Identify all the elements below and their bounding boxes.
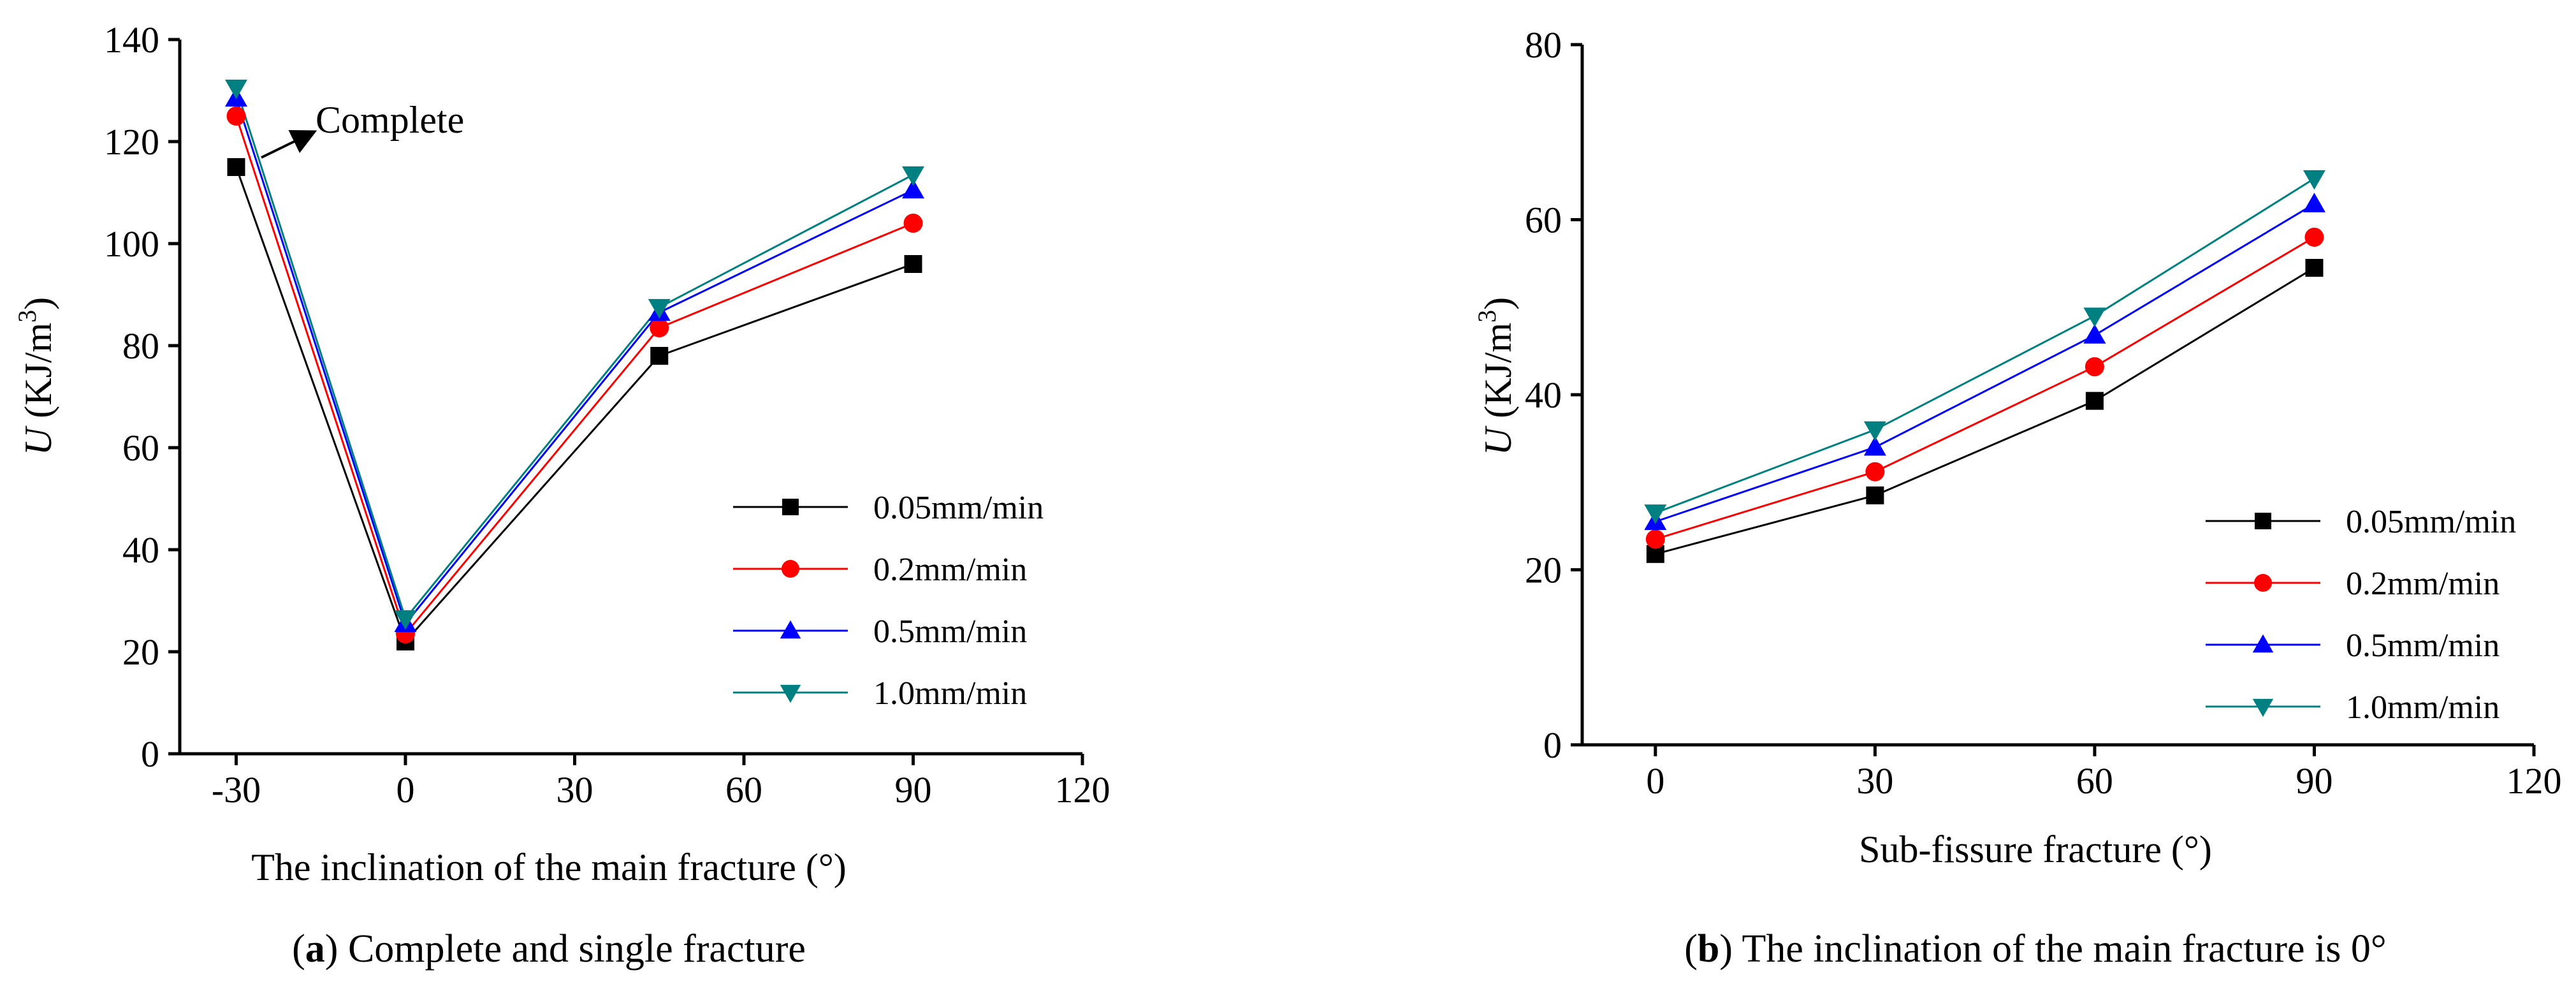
legend-label-0.2mm/min: 0.2mm/min: [873, 552, 1027, 588]
data-point-0.5mm/min-90: [902, 179, 924, 199]
legend: 0.05mm/min 0.2mm/min 0.5mm/min 1.0mm/min: [2206, 504, 2516, 726]
y-tick-label: 40: [1525, 374, 1562, 416]
data-point-0.5mm/min-90: [2303, 193, 2325, 212]
y-axis-label-a: U (KJ/m3): [13, 297, 59, 455]
x-axis-label-a: The inclination of the main fracture (°): [251, 846, 847, 888]
data-point-1.0mm/min-45: [648, 298, 671, 319]
y-tick-label: 0: [141, 733, 159, 775]
series-line-0.2mm/min: [235, 115, 914, 636]
data-point-0.2mm/min--30: [226, 106, 246, 126]
data-point-1.0mm/min-0: [394, 610, 417, 630]
y-tick-label: 80: [1525, 24, 1562, 66]
series-line-0.5mm/min: [235, 98, 914, 626]
x-tick-label: 120: [2507, 760, 2562, 802]
y-tick-label: 0: [1543, 724, 1562, 766]
y-tick-label: 60: [122, 427, 159, 469]
data-point-1.0mm/min-90: [2303, 170, 2325, 190]
legend-marker-0.5mm/min: [2252, 634, 2274, 653]
data-point-0.2mm/min-60: [2085, 357, 2104, 377]
legend-marker-0.05mm/min: [2255, 513, 2271, 529]
data-point-1.0mm/min-0: [1644, 504, 1667, 524]
x-tick-label: 60: [2076, 760, 2113, 802]
data-point-0.5mm/min-30: [1863, 436, 1886, 456]
legend-label-0.05mm/min: 0.05mm/min: [2346, 504, 2516, 540]
data-point-1.0mm/min-90: [902, 166, 924, 186]
legend-label-1.0mm/min: 1.0mm/min: [2346, 689, 2500, 726]
data-point-0.2mm/min-45: [650, 318, 669, 337]
y-tick-label: 80: [122, 325, 159, 367]
data-point-0.05mm/min--30: [227, 158, 245, 176]
y-tick-label: 140: [104, 19, 159, 61]
data-point-0.05mm/min-45: [650, 347, 669, 365]
y-tick-label: 40: [122, 529, 159, 571]
x-tick-label: 60: [725, 769, 762, 811]
chart-panel-a: 0 20 40 60 80 100 120 140 -30 0 30 60 90 120 0.05mm/mi…: [13, 19, 1110, 971]
data-point-1.0mm/min-60: [2083, 307, 2106, 327]
data-point-0.05mm/min-90: [2305, 258, 2324, 277]
x-tick-label: -30: [212, 769, 261, 811]
legend-marker-0.2mm/min: [2254, 574, 2272, 592]
annotation-arrow: [261, 130, 317, 159]
legend-marker-1.0mm/min: [2252, 698, 2274, 717]
plot-area-a: 0 20 40 60 80 100 120 140 -30 0 30 60 90 120 0.05mm/mi…: [104, 19, 1110, 811]
x-axis-label-b: Sub-fissure fracture (°): [1859, 828, 2212, 870]
data-point-1.0mm/min--30: [225, 79, 247, 99]
data-point-0.2mm/min-90: [903, 214, 923, 233]
legend-label-0.05mm/min: 0.05mm/min: [873, 490, 1044, 526]
legend-marker-1.0mm/min: [780, 684, 801, 703]
y-tick-label: 20: [1525, 550, 1562, 591]
legend-marker-0.05mm/min: [782, 499, 799, 515]
y-tick-label: 60: [1525, 200, 1562, 241]
annotation-complete: Complete: [316, 99, 464, 141]
series-line-0.05mm/min: [235, 166, 914, 643]
data-point-0.2mm/min-90: [2304, 227, 2324, 247]
caption-a: (a) Complete and single fracture: [292, 927, 806, 971]
series-line-0.2mm/min: [1655, 236, 2315, 540]
x-tick-label: 120: [1055, 769, 1110, 811]
x-tick-label: 30: [557, 769, 593, 811]
y-axis-label-b: U (KJ/m3): [1473, 297, 1519, 455]
caption-b: (b) The inclination of the main fracture…: [1684, 927, 2386, 971]
x-tick-label: 0: [397, 769, 415, 811]
data-point-0.2mm/min-30: [1865, 462, 1885, 481]
data-point-0.2mm/min-0: [1645, 529, 1665, 549]
y-tick-label: 100: [104, 223, 159, 265]
data-point-1.0mm/min-30: [1863, 421, 1886, 441]
data-point-0.5mm/min-60: [2083, 324, 2106, 344]
legend-label-0.2mm/min: 0.2mm/min: [2346, 566, 2500, 602]
legend-label-1.0mm/min: 1.0mm/min: [873, 675, 1027, 712]
legend-marker-0.2mm/min: [782, 560, 799, 578]
x-tick-label: 0: [1646, 760, 1664, 802]
series-line-1.0mm/min: [235, 87, 914, 621]
x-tick-label: 90: [2296, 760, 2332, 802]
legend-marker-0.5mm/min: [780, 620, 801, 639]
series-line-0.05mm/min: [1655, 267, 2315, 555]
data-point-0.05mm/min-60: [2085, 392, 2104, 410]
legend-label-0.5mm/min: 0.5mm/min: [2346, 627, 2500, 664]
x-tick-label: 90: [895, 769, 932, 811]
data-point-0.05mm/min-30: [1866, 486, 1884, 504]
y-tick-label: 20: [122, 631, 159, 673]
y-tick-label: 120: [104, 121, 159, 163]
data-point-0.05mm/min-90: [904, 255, 922, 273]
series-line-0.5mm/min: [1655, 203, 2315, 523]
legend: 0.05mm/min 0.2mm/min 0.5mm/min 1.0mm/min: [733, 490, 1044, 712]
series-line-1.0mm/min: [1655, 177, 2315, 514]
x-tick-label: 30: [1856, 760, 1893, 802]
legend-label-0.5mm/min: 0.5mm/min: [873, 613, 1027, 650]
